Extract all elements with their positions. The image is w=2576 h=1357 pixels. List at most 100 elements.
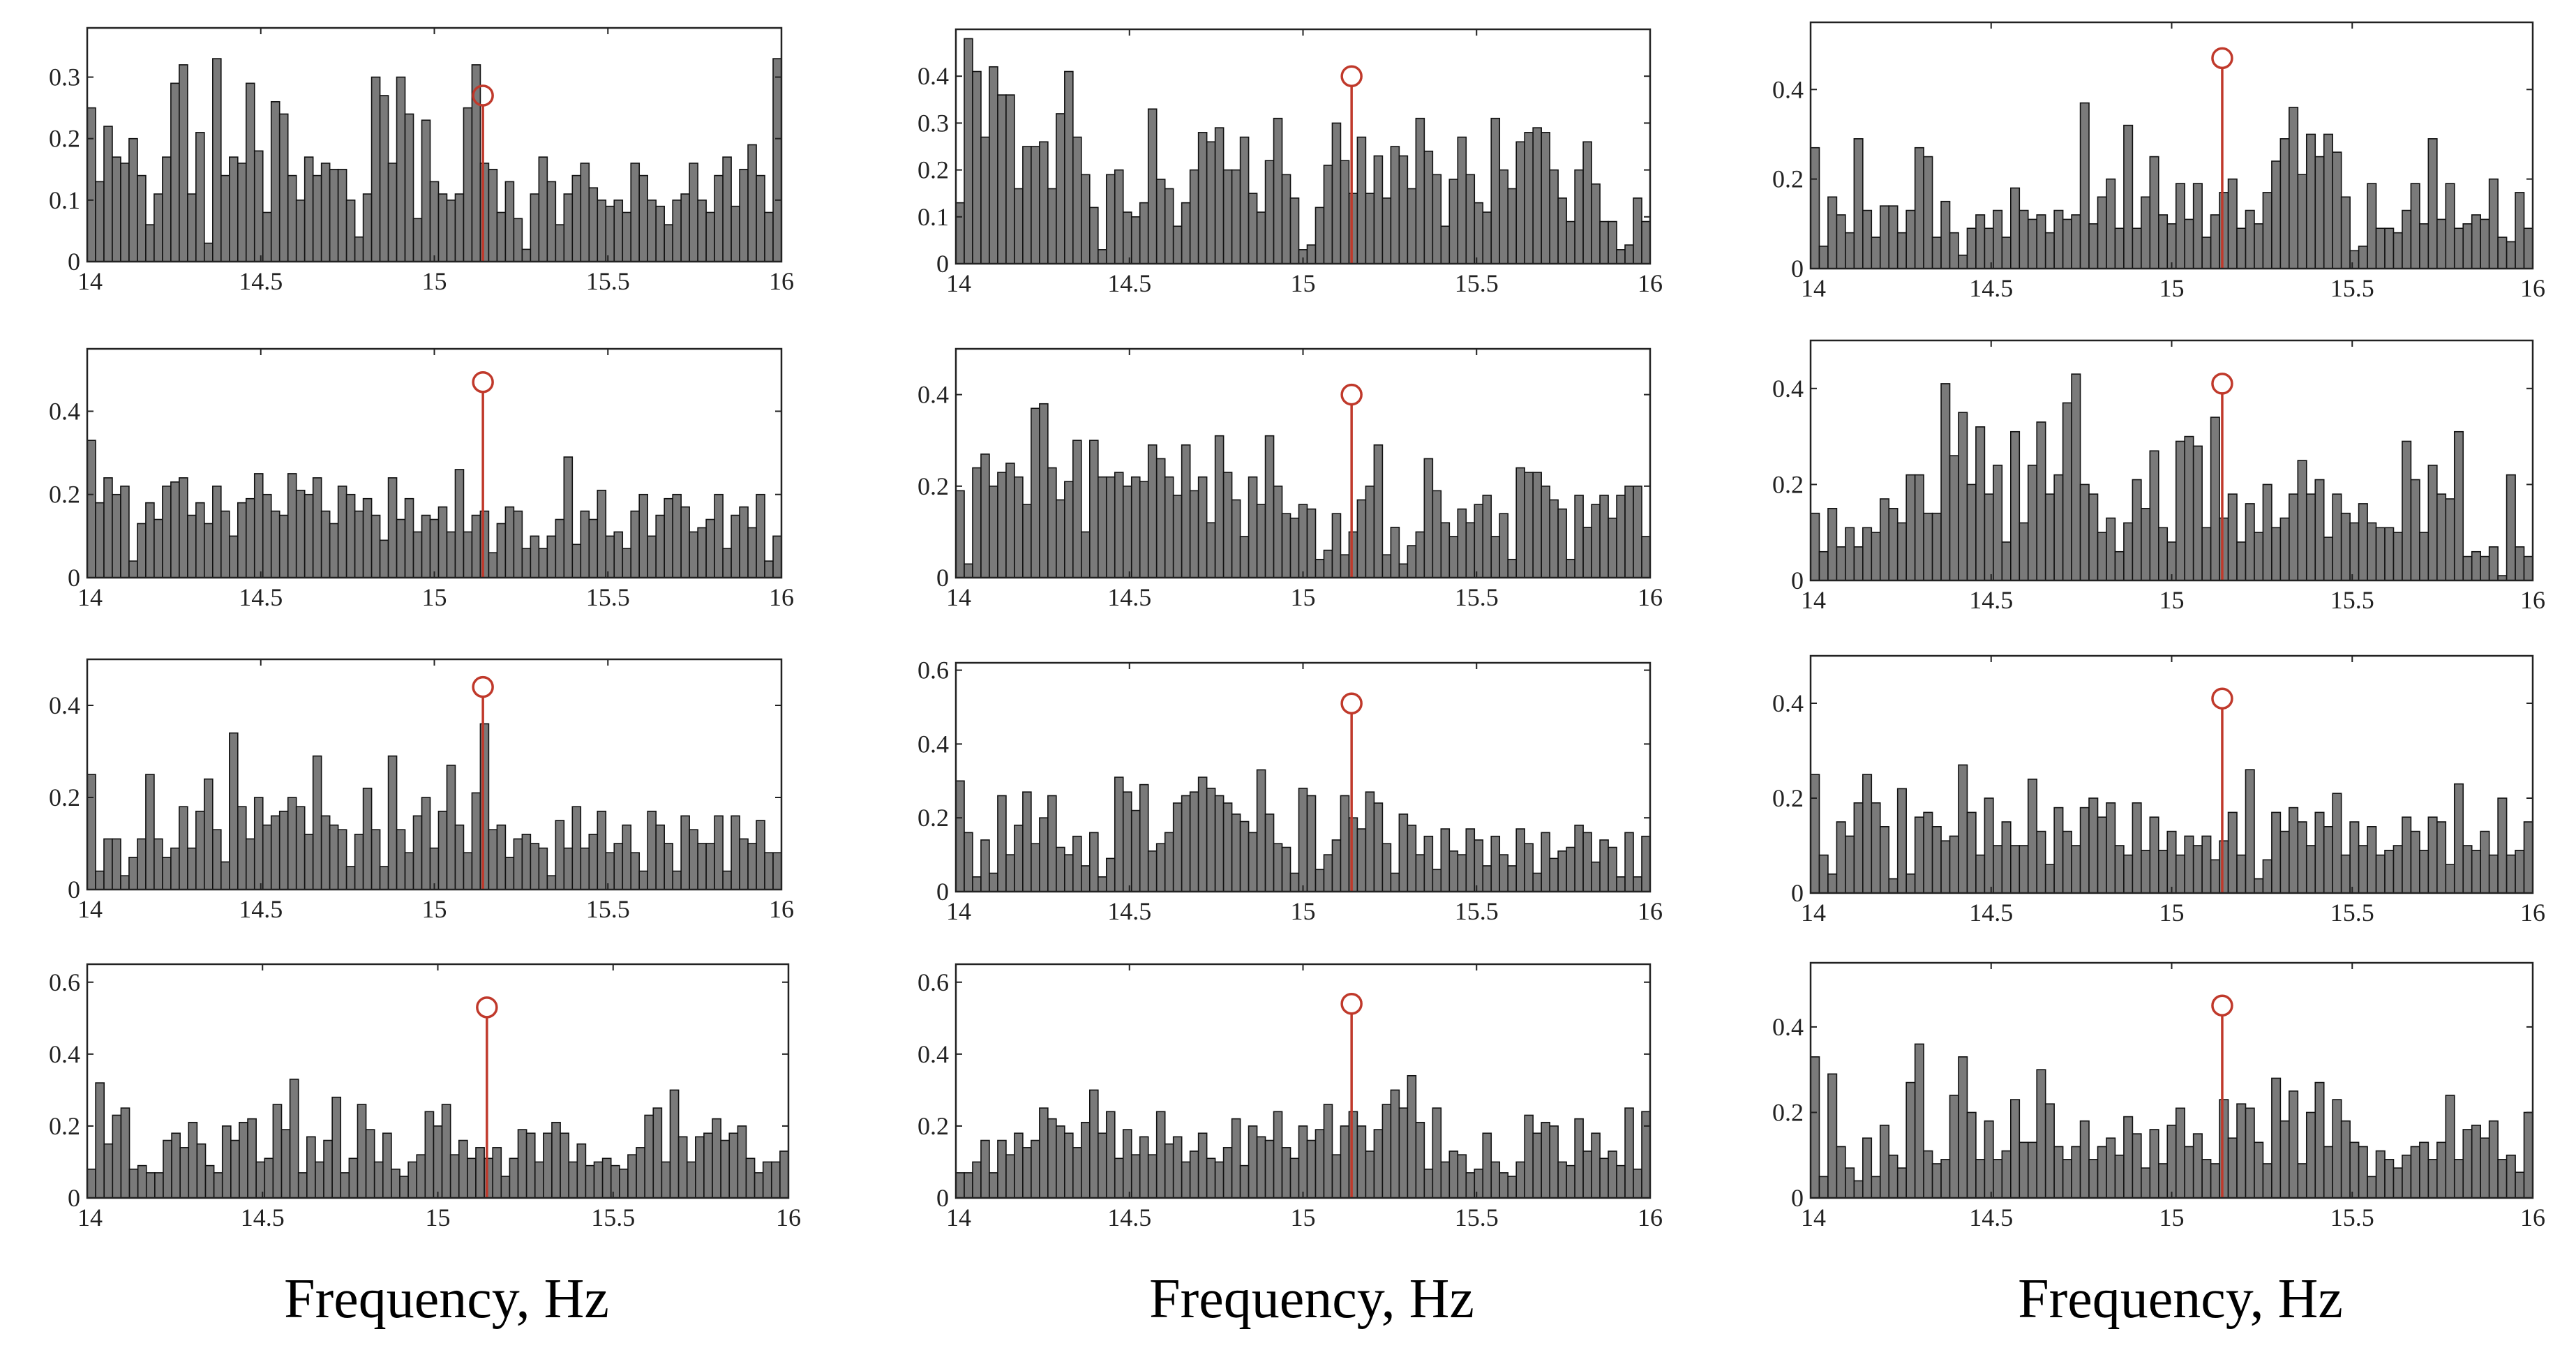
x-tick-label: 14.5	[1107, 583, 1151, 611]
spectrum-bar	[1474, 839, 1484, 892]
spectrum-bar	[762, 1161, 772, 1199]
spectrum-bar	[458, 1139, 468, 1199]
spectrum-bar	[329, 523, 339, 578]
spectrum-bar	[1896, 1167, 1907, 1199]
spectrum-bar	[2488, 854, 2499, 894]
spectrum-bar	[1582, 141, 1592, 264]
spectrum-bar	[187, 193, 197, 262]
x-tick-label: 14	[946, 1204, 971, 1231]
spectrum-bar	[1181, 1161, 1191, 1199]
spectrum-bar	[1415, 854, 1425, 892]
spectrum-bar	[1923, 811, 1933, 894]
spectrum-bar	[1264, 160, 1275, 264]
spectrum-bar	[496, 211, 507, 262]
spectrum-bar	[1164, 1143, 1174, 1199]
spectrum-bar	[1231, 169, 1241, 264]
spectrum-bar	[2436, 493, 2447, 581]
spectrum-bar	[1914, 1043, 1924, 1199]
spectrum-bar	[1608, 1150, 1617, 1199]
spectrum-bar	[1289, 1157, 1300, 1199]
spectrum-bar	[2245, 769, 2255, 894]
spectrum-bar	[2471, 214, 2481, 269]
spectrum-bar	[605, 852, 615, 890]
spectrum-bar	[2062, 402, 2072, 581]
spectrum-bar	[530, 193, 540, 262]
spectrum-bar	[1532, 472, 1542, 578]
spectrum-bar	[2201, 527, 2212, 581]
spectrum-bar	[964, 832, 973, 892]
spectrum-bar	[1323, 549, 1333, 578]
spectrum-bar	[2523, 227, 2533, 269]
spectrum-bar	[1591, 1132, 1601, 1199]
spectrum-bar	[722, 548, 732, 578]
x-tick-label: 14	[1801, 274, 1826, 302]
x-tick-label: 14.5	[1107, 897, 1151, 925]
spectrum-bar	[1499, 513, 1509, 578]
spectrum-bar	[2149, 1129, 2159, 1199]
spectrum-bar	[488, 829, 498, 890]
spectrum-bar	[188, 1121, 198, 1199]
spectrum-bar	[1005, 463, 1015, 578]
spectrum-bar	[1164, 188, 1174, 264]
spectrum-bar	[1273, 843, 1283, 892]
spectrum-bar	[2471, 850, 2481, 894]
x-tick-label: 15	[1291, 1204, 1316, 1231]
spectrum-bar	[585, 1164, 595, 1199]
spectrum-bar	[1014, 188, 1024, 264]
x-tick-label: 15	[1291, 897, 1316, 925]
spectrum-bar	[1888, 507, 1899, 581]
spectrum-bar	[1256, 211, 1266, 264]
spectrum-bar	[2402, 816, 2412, 894]
spectrum-bar	[1222, 1147, 1233, 1199]
spectrum-bar	[1155, 1111, 1166, 1199]
x-tick-label: 14.5	[1969, 1204, 2013, 1231]
spectrum-bar	[1641, 1111, 1651, 1199]
spectrum-bar	[2297, 174, 2307, 269]
spectrum-panel-row2-col2: 14 14.5 15 15.5 16 0 0.2 0.4	[918, 347, 1663, 611]
spectrum-bar	[112, 156, 121, 262]
spectrum-bar	[2445, 498, 2455, 581]
spectrum-bar	[1315, 869, 1325, 892]
spectrum-bar	[2262, 192, 2272, 269]
spectrum-bar	[764, 560, 774, 578]
spectrum-bar	[1879, 826, 1890, 894]
spectrum-bar	[2044, 232, 2055, 269]
spectrum-bar	[1365, 485, 1375, 578]
x-tick-label: 14.5	[1107, 1204, 1151, 1231]
spectrum-bar	[1836, 214, 1846, 269]
spectrum-bar	[365, 1129, 375, 1199]
spectrum-bar	[87, 440, 96, 578]
spectrum-bar	[2044, 864, 2055, 894]
spectrum-bar	[1306, 795, 1317, 892]
y-tick-label: 0.2	[1772, 165, 1804, 193]
spectrum-bar	[437, 506, 448, 578]
spectrum-bar	[2279, 1120, 2290, 1199]
marker-circle	[472, 675, 494, 698]
x-tick-label: 16	[2520, 274, 2545, 302]
spectrum-bar	[1566, 558, 1575, 578]
spectrum-bar	[2314, 811, 2325, 894]
spectrum-bar	[2523, 821, 2533, 894]
spectrum-bar	[2123, 854, 2134, 894]
spectrum-bar	[128, 1168, 139, 1199]
spectrum-bar	[2332, 1099, 2342, 1199]
spectrum-bar	[2062, 830, 2072, 894]
spectrum-bar	[1888, 205, 1899, 269]
spectrum-bar	[2279, 138, 2290, 269]
spectrum-bar	[1130, 809, 1141, 892]
x-tick-label: 15	[1291, 269, 1316, 297]
column-2-xlabel: Frequency, Hz	[1149, 1268, 1474, 1330]
spectrum-bar	[337, 168, 347, 262]
spectrum-panel-row3-col3: 14 14.5 15 15.5 16 0 0.2 0.4	[1772, 654, 2545, 927]
y-tick-label: 0	[936, 1184, 949, 1212]
spectrum-bar	[517, 1129, 527, 1199]
spectrum-bar	[170, 481, 180, 578]
spectrum-bar	[1574, 824, 1584, 892]
spectrum-bar	[297, 1172, 308, 1199]
spectrum-bar	[1172, 225, 1183, 264]
spectrum-bar	[1273, 1111, 1283, 1199]
spectrum-bar	[1331, 839, 1342, 892]
spectrum-bar	[2375, 1150, 2386, 1199]
spectrum-bar	[1557, 197, 1567, 264]
spectrum-bar	[1031, 407, 1040, 578]
